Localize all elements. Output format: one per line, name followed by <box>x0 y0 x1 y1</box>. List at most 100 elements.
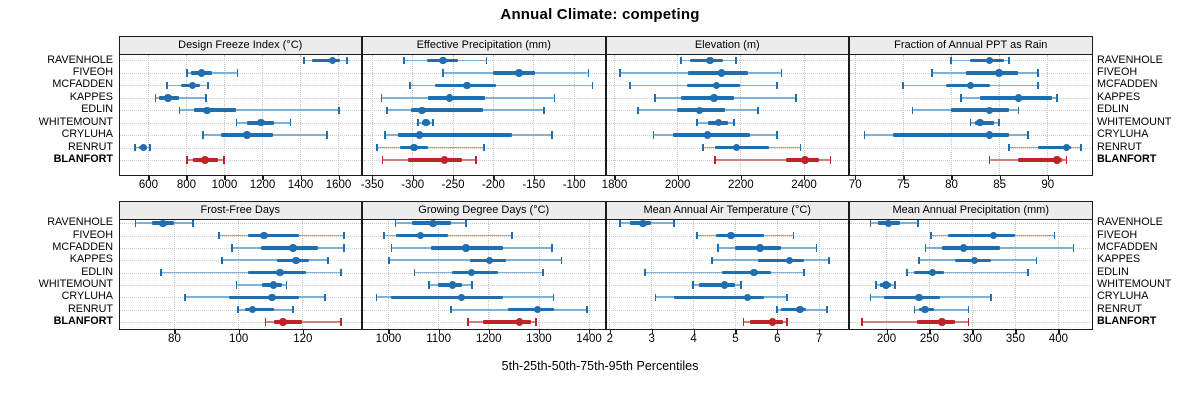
whisker-cap <box>154 94 157 102</box>
gridline-vertical <box>300 54 302 175</box>
whisker-cap <box>375 293 378 302</box>
x-tick <box>388 329 390 334</box>
whisker-cap <box>799 143 802 152</box>
median-dot <box>985 131 994 139</box>
whisker-cap <box>654 94 656 102</box>
site-label-left-mcfadden: MCFADDEN <box>52 240 113 253</box>
whisker-cap <box>803 268 805 277</box>
whisker-cap <box>1035 256 1038 265</box>
site-label-left-whitemount: WHITEMOUNT <box>38 115 113 128</box>
median-dot <box>445 94 454 102</box>
whisker-cap <box>756 106 759 115</box>
site-label-right-cryluha: CRYLUHA <box>1097 128 1149 141</box>
median-dot <box>695 106 704 115</box>
whisker-cap <box>815 244 818 252</box>
x-tick-label: 250 <box>919 333 940 345</box>
x-tick-label: -350 <box>360 179 384 191</box>
iqr-bar <box>452 270 499 275</box>
whisker-cap <box>149 143 151 152</box>
median-dot <box>533 305 542 314</box>
whisker-cap <box>591 81 594 90</box>
whisker-cap <box>542 268 544 277</box>
x-tick <box>262 175 264 180</box>
iqr-bar <box>674 295 765 300</box>
iqr-bar <box>913 270 944 275</box>
panel-fraction-of-annual-ppt-as-rain: Fraction of Annual PPT as Rain <box>849 35 1093 176</box>
whisker-cap <box>863 131 866 139</box>
x-tick <box>533 175 536 180</box>
whisker-cap <box>795 94 798 102</box>
whisker-cap <box>786 318 789 326</box>
whisker-cap <box>186 156 188 164</box>
iqr-bar <box>758 258 805 263</box>
median-dot <box>915 293 923 302</box>
x-tick <box>538 329 541 334</box>
x-tick <box>372 175 374 180</box>
whisker-cap <box>1080 143 1082 152</box>
median-dot <box>750 268 758 277</box>
x-tick-label: 1200 <box>249 179 276 191</box>
site-label-right-renrut: RENRUT <box>1097 140 1142 153</box>
median-dot <box>260 231 268 240</box>
iqr-bar <box>408 158 463 162</box>
x-tick <box>614 175 616 180</box>
whisker-cap <box>733 118 735 127</box>
whisker-line <box>179 109 340 112</box>
site-label-left-renrut: RENRUT <box>68 140 113 153</box>
whisker-cap <box>998 118 1001 127</box>
whisker-cap <box>475 156 477 164</box>
whisker-cap <box>223 156 225 164</box>
gridline-vertical <box>803 54 805 175</box>
panel-strip-title: Design Freeze Index (°C) <box>119 36 361 55</box>
iqr-bar <box>893 133 1009 137</box>
gridline-horizontal <box>119 60 361 62</box>
whisker-cap <box>218 231 220 240</box>
gridline-horizontal <box>363 284 605 286</box>
whisker-cap <box>340 318 342 326</box>
x-tick-label: 90 <box>1041 179 1055 191</box>
whisker-cap <box>230 244 233 252</box>
median-dot <box>269 281 278 289</box>
whisker-cap <box>902 81 904 90</box>
median-dot <box>639 219 647 228</box>
x-tick <box>438 329 440 334</box>
median-dot <box>884 219 893 228</box>
median-dot <box>197 69 205 77</box>
iqr-bar <box>508 307 554 312</box>
site-label-left-kappes: KAPPES <box>69 253 113 266</box>
median-dot <box>712 81 721 90</box>
gridline-horizontal <box>850 309 1092 311</box>
median-dot <box>995 69 1003 77</box>
median-dot <box>289 244 297 252</box>
whisker-cap <box>959 94 962 102</box>
x-tick-label: 4 <box>690 333 697 345</box>
panel-plot-area <box>363 54 605 175</box>
whisker-cap <box>467 318 470 326</box>
whisker-cap <box>924 244 927 252</box>
whisker-cap <box>383 131 386 139</box>
gridline-vertical <box>238 219 240 329</box>
x-tick-label: 2200 <box>728 179 754 191</box>
median-dot <box>714 118 723 127</box>
gridline-vertical <box>854 54 856 175</box>
whisker-cap <box>619 219 621 228</box>
whisker-cap <box>551 131 553 139</box>
whisker-line <box>914 308 969 311</box>
iqr-bar <box>410 108 484 113</box>
whisker-cap <box>1027 268 1029 277</box>
whisker-cap <box>692 281 694 289</box>
x-tick-label: -150 <box>522 179 546 191</box>
site-label-right-ravenhole: RAVENHOLE <box>1097 53 1163 66</box>
x-tick-label: 400 <box>1048 333 1069 345</box>
x-tick <box>148 175 150 180</box>
median-dot <box>515 69 523 77</box>
iqr-bar <box>193 108 237 113</box>
x-tick <box>1015 329 1017 334</box>
median-dot <box>292 256 300 265</box>
gridline-horizontal <box>119 72 361 74</box>
median-dot <box>268 293 276 302</box>
site-label-left-ravenhole: RAVENHOLE <box>47 216 113 229</box>
whisker-line <box>186 72 238 74</box>
median-dot <box>976 118 984 127</box>
median-dot <box>257 118 265 127</box>
